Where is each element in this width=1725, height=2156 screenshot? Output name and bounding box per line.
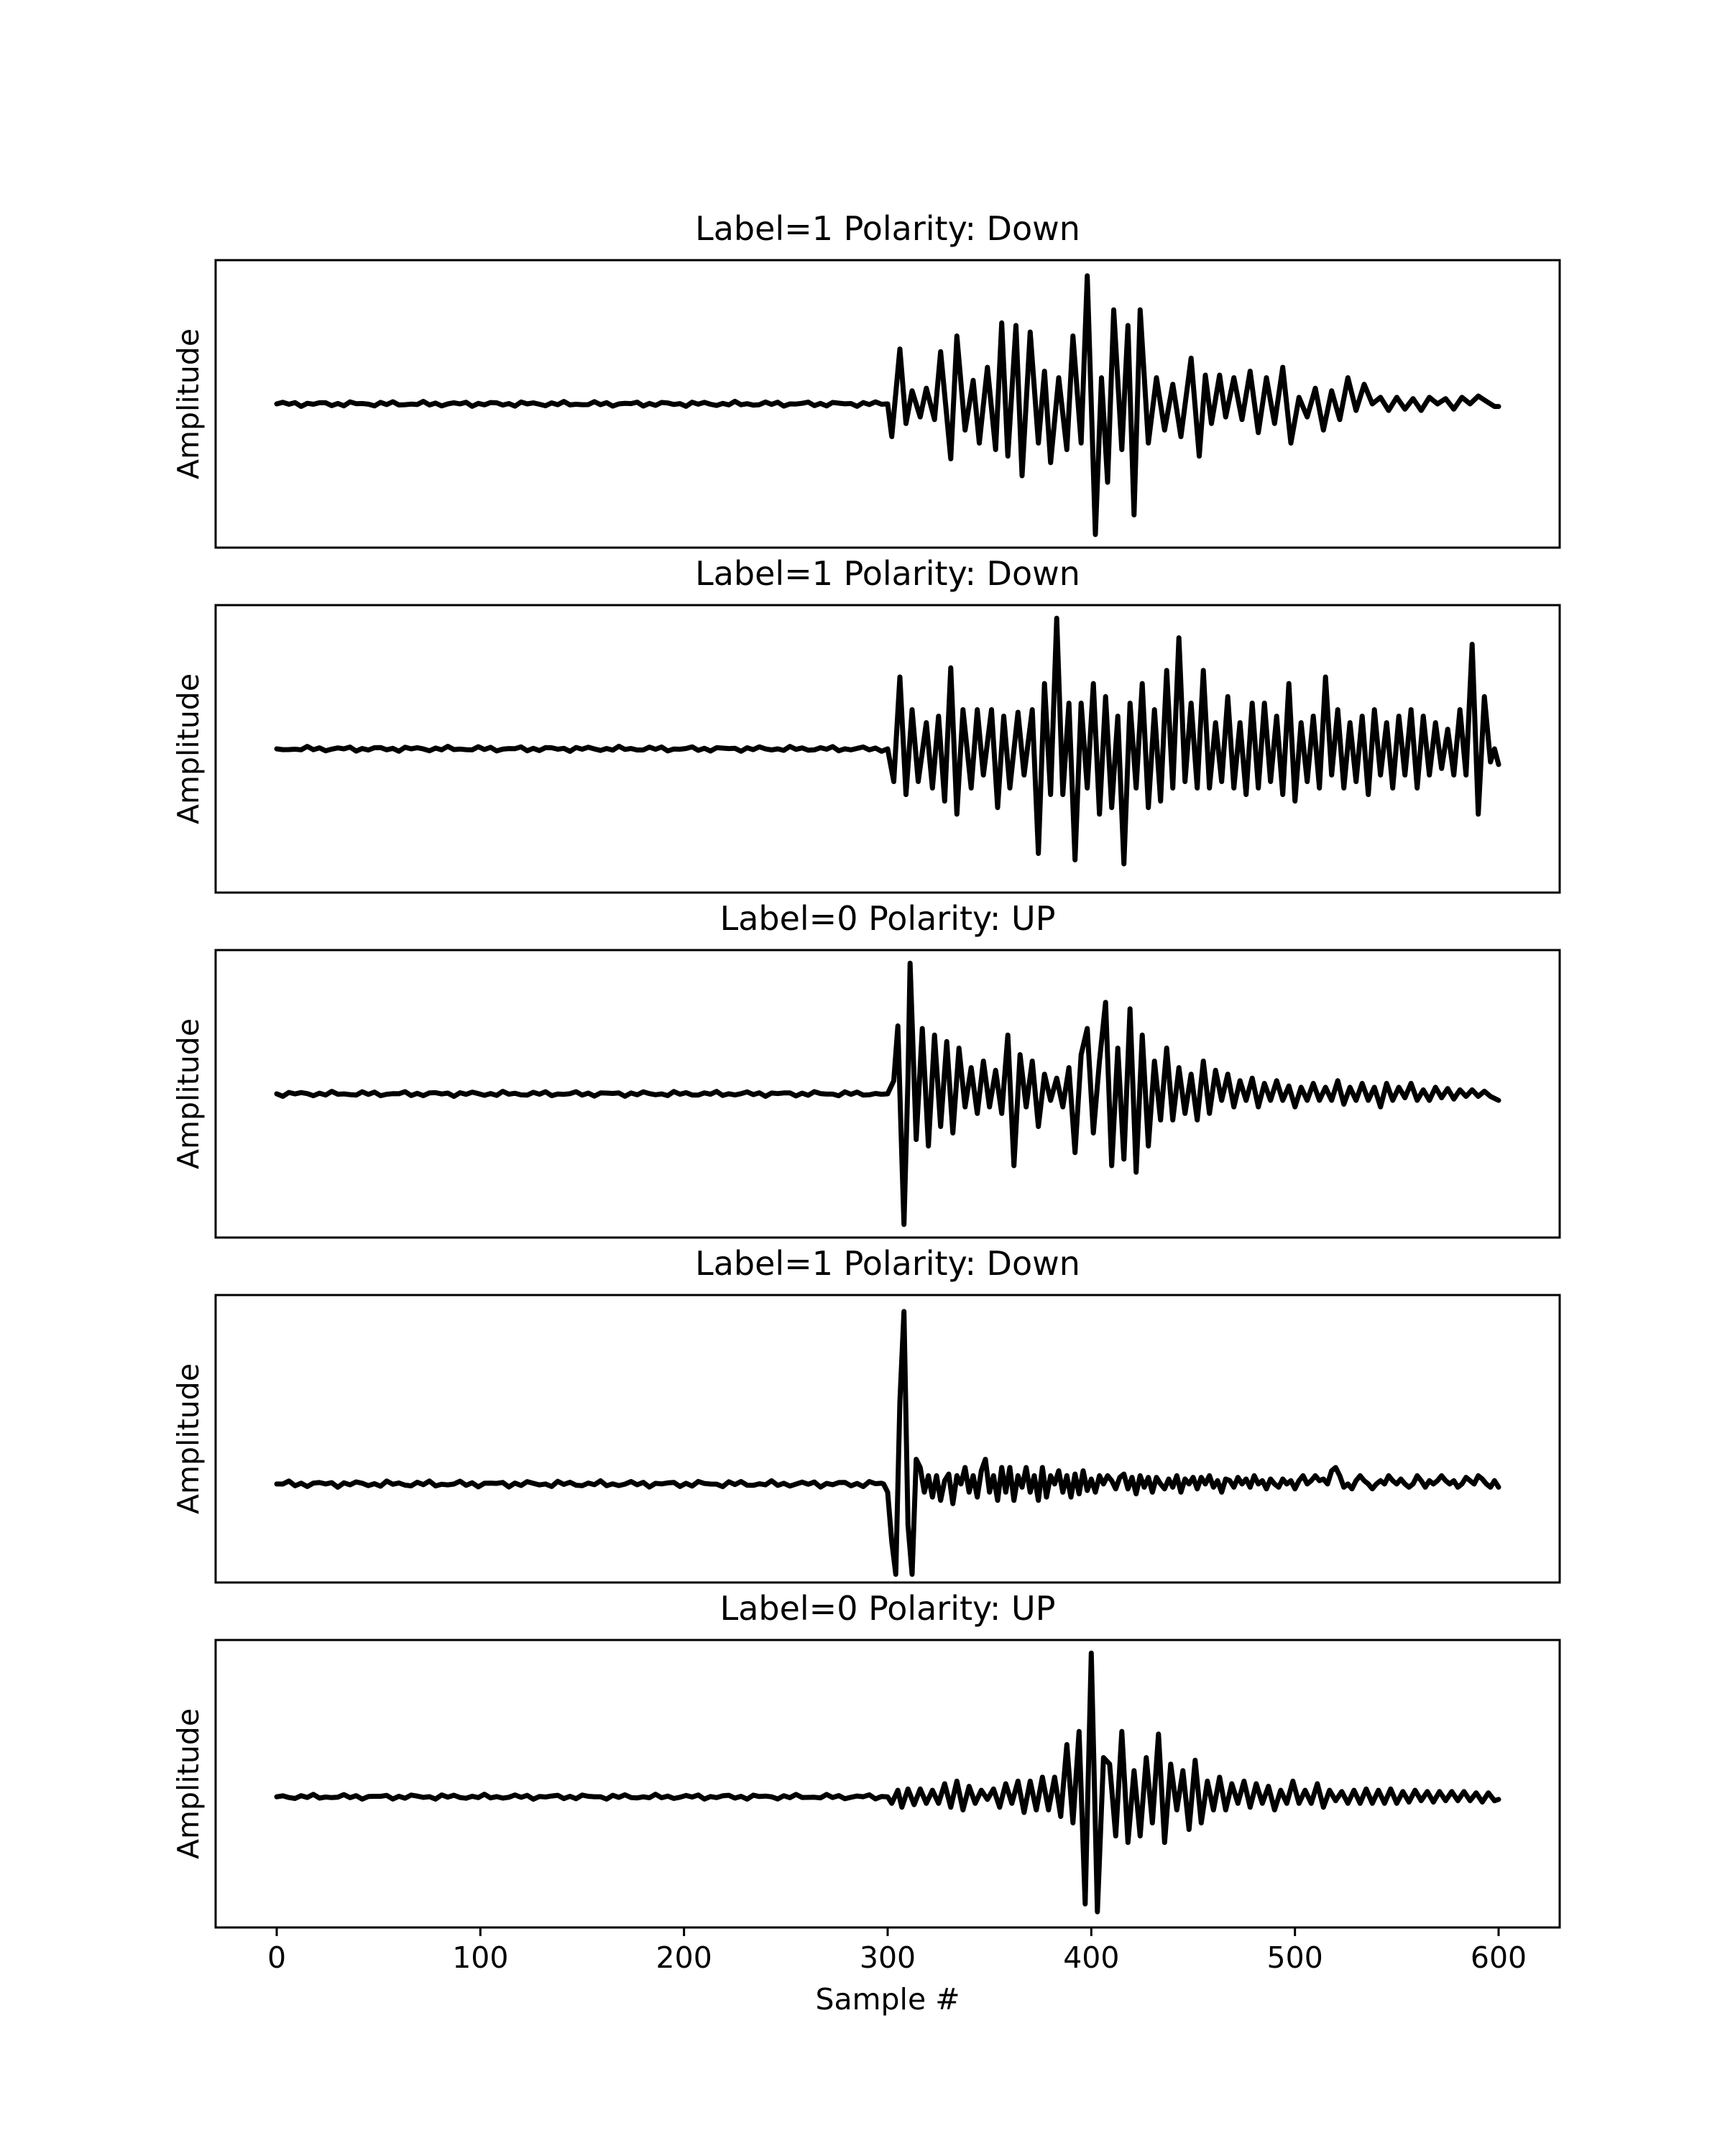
panel-3-title: Label=0 Polarity: UP [720, 899, 1056, 938]
panel-4-trace [274, 1309, 1501, 1577]
x-tick-label-400: 400 [1063, 1940, 1119, 1975]
panel-5-trace [274, 1650, 1501, 1915]
panel-3: Label=0 Polarity: UP Amplitude [171, 899, 1561, 1239]
panel-5: Label=0 Polarity: UP Amplitude [171, 1589, 1561, 1929]
panel-2-trace [274, 615, 1501, 867]
x-axis: 0 100 200 300 400 500 600 [267, 1927, 1527, 1975]
panel-3-frame [214, 949, 1561, 1239]
panel-2-frame [214, 604, 1561, 894]
panel-4-y-label: Amplitude [171, 1363, 206, 1514]
panel-1-frame [214, 259, 1561, 549]
panel-2-y-label: Amplitude [171, 673, 206, 824]
x-tick-label-200: 200 [656, 1940, 712, 1975]
panel-4: Label=1 Polarity: Down Amplitude [171, 1244, 1561, 1584]
panel-2: Label=1 Polarity: Down Amplitude [171, 554, 1561, 894]
x-tick-label-500: 500 [1267, 1940, 1323, 1975]
panel-4-frame [214, 1294, 1561, 1584]
panel-2-title: Label=1 Polarity: Down [695, 554, 1080, 593]
panel-4-title: Label=1 Polarity: Down [695, 1244, 1080, 1283]
panel-1-y-label: Amplitude [171, 328, 206, 479]
panel-3-y-label: Amplitude [171, 1018, 206, 1169]
x-axis-label: Sample # [815, 1982, 960, 2017]
panel-5-y-label: Amplitude [171, 1708, 206, 1859]
panel-1-trace [274, 273, 1501, 538]
x-tick-label-0: 0 [267, 1940, 286, 1975]
x-tick-label-600: 600 [1471, 1940, 1527, 1975]
panel-1-title: Label=1 Polarity: Down [695, 209, 1080, 248]
x-tick-label-300: 300 [860, 1940, 916, 1975]
panel-5-frame [214, 1639, 1561, 1929]
x-tick-label-100: 100 [452, 1940, 508, 1975]
panel-5-title: Label=0 Polarity: UP [720, 1589, 1056, 1628]
panel-1: Label=1 Polarity: Down Amplitude [171, 209, 1561, 549]
panel-3-trace [274, 960, 1501, 1227]
